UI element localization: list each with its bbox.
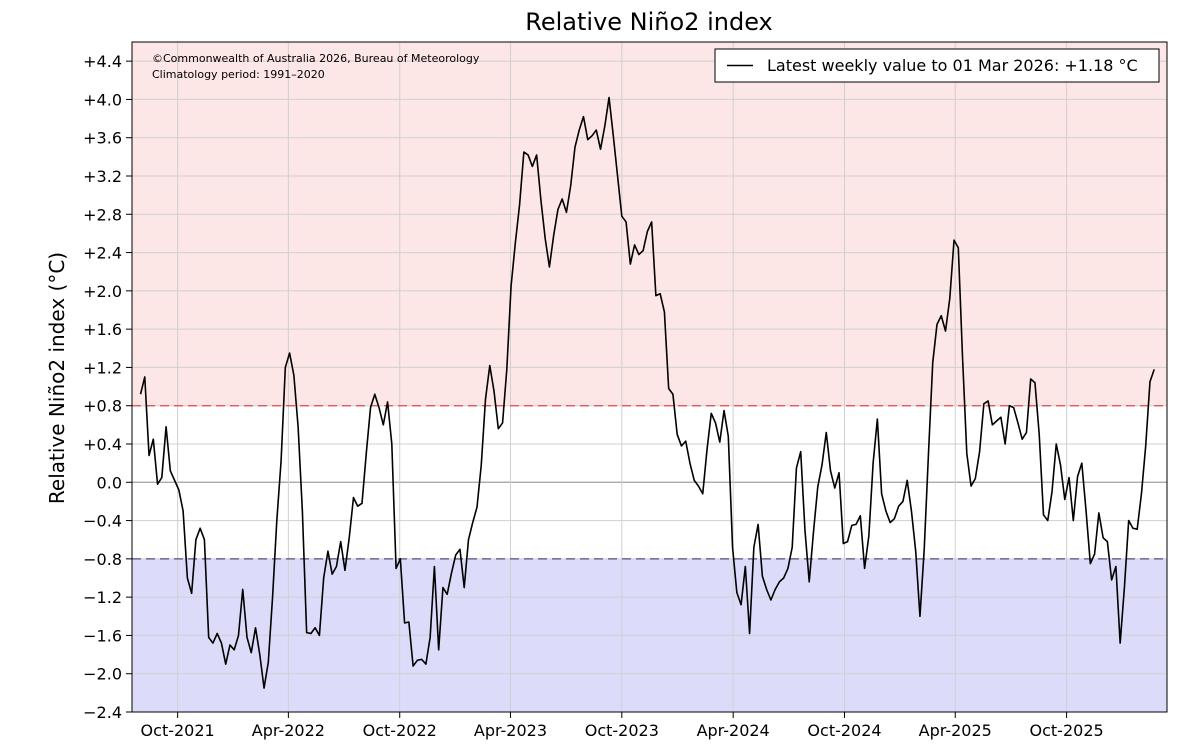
legend: Latest weekly value to 01 Mar 2026: +1.1…: [714, 48, 1160, 83]
x-tick-label: Oct-2024: [807, 721, 881, 740]
y-tick-label: +2.4: [83, 244, 122, 263]
x-tick-label: Oct-2021: [141, 721, 215, 740]
series-layer: [139, 96, 1155, 689]
y-tick-label: +3.6: [83, 129, 122, 148]
credit-text: ©Commonwealth of Australia 2026, Bureau …: [152, 52, 480, 65]
climatology-text: Climatology period: 1991–2020: [152, 68, 325, 81]
y-tick-label: 0.0: [97, 473, 122, 492]
positive-band: [132, 42, 1167, 406]
x-tick-label: Apr-2024: [697, 721, 770, 740]
x-tick-label: Oct-2025: [1030, 721, 1104, 740]
y-tick-label: +2.8: [83, 205, 122, 224]
x-tick-label: Oct-2022: [363, 721, 437, 740]
x-tick-label: Oct-2023: [585, 721, 659, 740]
y-tick-label: +3.2: [83, 167, 122, 186]
y-tick-label: +4.0: [83, 90, 122, 109]
y-axis: −2.4 −2.0 −1.6 −1.2 −0.8 −0.4 0.0 +0.4 +0.8 +1.2 +…: [83, 52, 132, 722]
y-tick-label: +1.2: [83, 358, 122, 377]
y-tick-label: +1.6: [83, 320, 122, 339]
y-tick-label: −2.4: [83, 703, 122, 722]
chart-title: Relative Niño2 index: [525, 8, 773, 36]
y-tick-label: +2.0: [83, 282, 122, 301]
y-axis-label: Relative Niño2 index (°C): [45, 252, 69, 504]
plot-frame: [131, 41, 1168, 713]
y-tick-label: +0.4: [83, 435, 122, 454]
y-tick-label: −0.8: [83, 550, 122, 569]
legend-box: [714, 48, 1160, 83]
y-tick-label: +4.4: [83, 52, 122, 71]
series-line: [139, 96, 1155, 689]
y-tick-label: −1.6: [83, 626, 122, 645]
y-tick-label: −2.0: [83, 665, 122, 684]
x-tick-label: Apr-2023: [474, 721, 547, 740]
y-tick-label: −1.2: [83, 588, 122, 607]
x-axis: Oct-2021 Apr-2022 Oct-2022 Apr-2023 Oct-2023…: [141, 712, 1104, 740]
y-tick-label: −0.4: [83, 512, 122, 531]
legend-label: Latest weekly value to 01 Mar 2026: +1.1…: [767, 56, 1138, 75]
x-tick-label: Apr-2022: [252, 721, 325, 740]
y-tick-label: +0.8: [83, 397, 122, 416]
x-tick-label: Apr-2025: [919, 721, 992, 740]
shaded-bands: [132, 42, 1167, 712]
